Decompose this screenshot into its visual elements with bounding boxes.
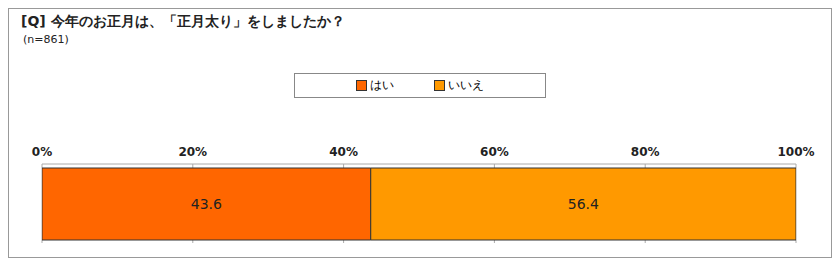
svg-text:40%: 40% xyxy=(329,145,358,159)
html-text:いいえ: いいえ xyxy=(448,78,484,92)
svg-text:0%: 0% xyxy=(32,145,52,159)
svg-text:56.4: 56.4 xyxy=(568,196,599,212)
svg-text:100%: 100% xyxy=(777,145,814,159)
svg-text:43.6: 43.6 xyxy=(191,196,222,212)
html-text:[Q] 今年のお正月は、「正月太り」をしましたか？: [Q] 今年のお正月は、「正月太り」をしましたか？ xyxy=(21,13,345,29)
html-text:(n=861): (n=861) xyxy=(23,33,69,46)
html-text:はい: はい xyxy=(370,78,394,92)
svg-text:80%: 80% xyxy=(631,145,660,159)
svg-text:60%: 60% xyxy=(480,145,509,159)
svg-text:20%: 20% xyxy=(178,145,207,159)
